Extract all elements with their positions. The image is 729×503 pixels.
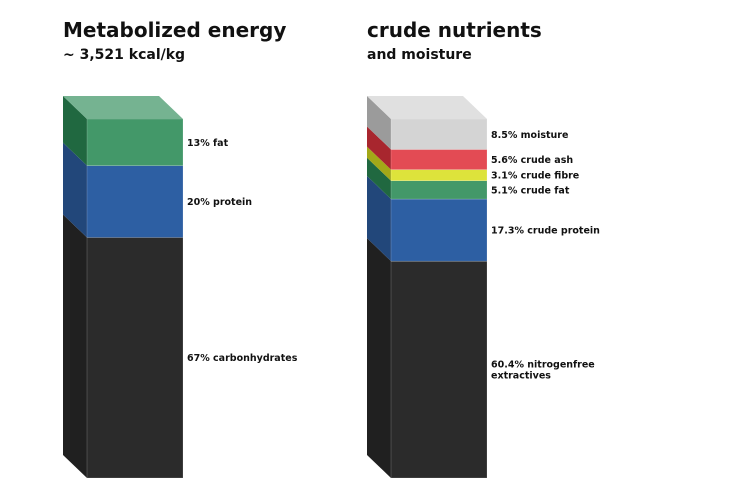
energy-segment-side-13-fat (63, 96, 87, 166)
energy-segment-67-carbonhydrates (86, 237, 184, 479)
nutrients-segment-8-5-moisture (390, 118, 488, 150)
energy-segment-side-20-protein (63, 142, 87, 238)
nutrients-segment-side-17-3-crude-protein (367, 176, 391, 262)
energy-segment-13-fat (86, 118, 184, 166)
nutrients-glass-overlay (391, 119, 487, 200)
energy-label-line: 20% protein (187, 197, 252, 208)
nutrients-label-line: extractives (491, 371, 551, 382)
nutrients-segment-60-4-nitrogenfree-extractives (390, 260, 488, 479)
energy-glass-overlay (87, 119, 183, 166)
nutrients-segment-17-3-crude-protein (390, 198, 488, 262)
nutrients-segment-side-5-6-crude-ash (367, 126, 391, 170)
energy-chart-subtitle: ~ 3,521 kcal/kg (63, 47, 186, 63)
energy-top-face (63, 96, 183, 119)
nutrients-segment-side-5-1-crude-fat (367, 157, 391, 200)
nutrients-label-8-5-moisture: 8.5% moisture (491, 130, 568, 141)
energy-label-13-fat: 13% fat (187, 138, 229, 149)
nutrients-label-line: 5.1% crude fat (491, 185, 570, 196)
nutrients-segment-side-3-1-crude-fibre (367, 146, 391, 181)
nutrients-segment-side-60-4-nitrogenfree-extractives (367, 238, 391, 478)
energy-label-line: 67% carbonhydrates (187, 353, 298, 364)
nutrients-label-line: 8.5% moisture (491, 130, 568, 141)
energy-label-20-protein: 20% protein (187, 197, 252, 208)
nutrients-label-5-1-crude-fat: 5.1% crude fat (491, 185, 570, 196)
nutrients-label-line: 5.6% crude ash (491, 155, 573, 166)
energy-label-67-carbonhydrates: 67% carbonhydrates (187, 353, 298, 364)
nutrients-label-3-1-crude-fibre: 3.1% crude fibre (491, 171, 579, 182)
energy-label-line: 13% fat (187, 138, 229, 149)
energy-chart-title: Metabolized energy (63, 18, 287, 42)
energy-segment-20-protein (86, 165, 184, 238)
nutrients-label-line: 17.3% crude protein (491, 226, 600, 237)
nutrients-bar: 60.4% nitrogenfree extractives 17.3% crude… (367, 96, 600, 479)
energy-bar: 67% carbonhydrates 20% protein 13% fat (63, 96, 298, 479)
nutrients-label-5-6-crude-ash: 5.6% crude ash (491, 155, 573, 166)
nutrients-chart-title: crude nutrients (367, 18, 542, 42)
nutrients-top-face (367, 96, 487, 119)
nutrients-segment-side-8-5-moisture (367, 96, 391, 150)
nutrients-label-line: 60.4% nitrogenfree (491, 360, 595, 371)
nutrients-chart-subtitle: and moisture (367, 47, 472, 63)
nutrients-label-60-4-nitrogenfree-extractives: 60.4% nitrogenfree extractives (491, 360, 595, 382)
nutrients-label-line: 3.1% crude fibre (491, 171, 579, 182)
energy-segment-side-67-carbonhydrates (63, 214, 87, 478)
nutrients-label-17-3-crude-protein: 17.3% crude protein (491, 226, 600, 237)
